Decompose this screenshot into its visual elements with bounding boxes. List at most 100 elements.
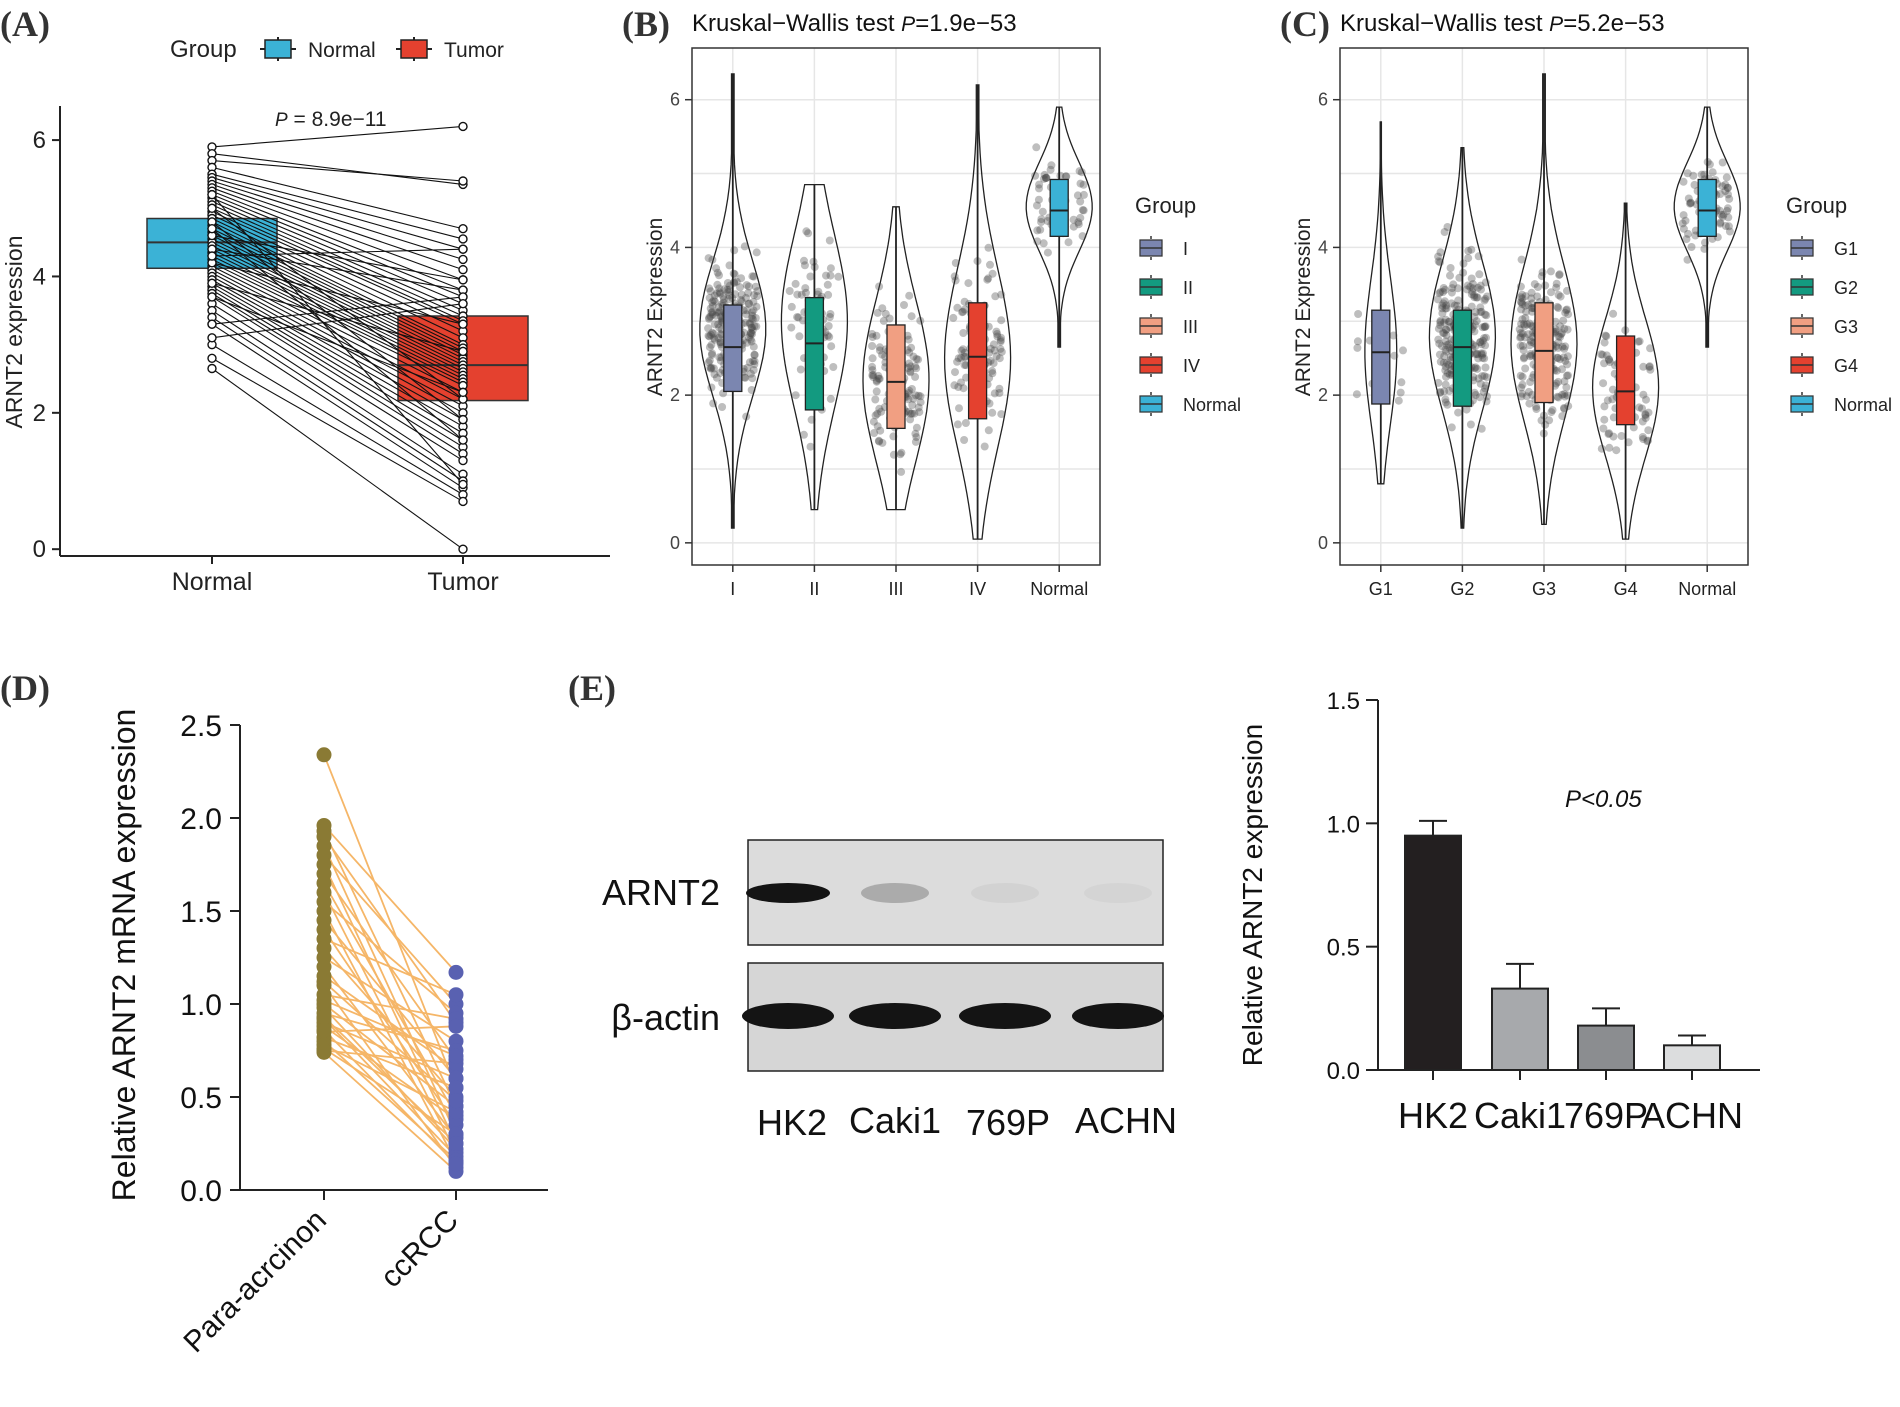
pair-line-d: [323, 993, 457, 1020]
point-b: [906, 409, 915, 418]
point-c: [1644, 426, 1653, 435]
point-b: [710, 334, 719, 343]
point-c: [1681, 216, 1690, 225]
pair-line-d: [323, 1012, 457, 1052]
point-b: [878, 350, 887, 359]
point-b: [874, 374, 883, 383]
point-b: [914, 403, 923, 412]
point-b: [747, 323, 756, 332]
point-b: [712, 264, 721, 273]
pair-line-d: [323, 999, 457, 1057]
point-c: [1554, 377, 1563, 386]
point-b: [800, 261, 809, 270]
pair-line-d: [323, 1047, 457, 1135]
point-b: [868, 371, 877, 380]
bar-caki1: [1491, 987, 1549, 1071]
pair-line-d: [323, 981, 457, 1102]
point-b: [715, 323, 724, 332]
point-b: [878, 438, 887, 447]
point-c: [1473, 350, 1482, 359]
point-c: [1440, 352, 1449, 361]
blot-lane-label-769p: 769P: [966, 1102, 1050, 1143]
point-b: [997, 410, 1006, 419]
point-c: [1353, 337, 1362, 346]
point-b: [907, 343, 916, 352]
point-c: [1477, 307, 1486, 316]
point-c: [1352, 390, 1361, 399]
point-b: [706, 364, 715, 373]
pair-line-a: [211, 262, 464, 387]
point-c: [1527, 288, 1536, 297]
point-c: [1530, 280, 1539, 289]
point-b: [993, 332, 1002, 341]
point-c: [1562, 306, 1571, 315]
point-b: [813, 290, 822, 299]
point-c: [1554, 304, 1563, 312]
point-b: [990, 389, 999, 398]
point-c: [1436, 388, 1444, 397]
point-b: [906, 367, 915, 376]
point-b: [823, 331, 832, 340]
legend-title-a: Group: [170, 36, 237, 63]
point-c: [1517, 298, 1526, 307]
point-b: [826, 394, 835, 403]
point-b: [1035, 180, 1044, 189]
point-c: [1516, 282, 1525, 291]
point-c: [1528, 307, 1537, 316]
pair-line-a: [211, 316, 464, 482]
point-b: [1076, 179, 1085, 188]
pair-line-a: [211, 177, 464, 250]
point-c: [1560, 392, 1569, 401]
point-tumor-a: [458, 387, 468, 398]
point-c: [1477, 350, 1486, 359]
point-c: [1445, 386, 1454, 395]
point-c: [1454, 296, 1463, 305]
point-b: [834, 272, 843, 281]
point-c: [1470, 293, 1479, 302]
pair-line-a: [211, 228, 464, 352]
point-b: [1032, 143, 1041, 152]
point-c: [1599, 379, 1608, 388]
panel-label-a: (A): [0, 4, 50, 44]
point-c: [1475, 270, 1484, 279]
point-c: [1481, 341, 1490, 350]
point-b: [1062, 172, 1071, 181]
point-c: [1442, 341, 1451, 349]
point-c: [1436, 258, 1444, 267]
point-b: [713, 268, 722, 277]
x-tick-label-c: Normal: [1678, 579, 1736, 599]
point-c: [1608, 395, 1617, 404]
point-c: [1436, 248, 1445, 257]
pair-line-a: [211, 357, 464, 502]
point-b: [1075, 167, 1084, 176]
point-c: [1466, 420, 1475, 429]
point-c: [1443, 369, 1452, 378]
point-b: [912, 433, 921, 442]
x-tick-label-ccrcc: ccRCC: [374, 1204, 465, 1295]
point-b: [716, 356, 725, 365]
point-c: [1646, 365, 1655, 374]
point-b: [747, 323, 756, 332]
point-b: [1040, 170, 1049, 179]
point-c: [1517, 383, 1526, 392]
point-b: [742, 412, 751, 421]
point-c: [1609, 413, 1618, 422]
point-b: [742, 293, 750, 302]
point-b: [1033, 237, 1042, 246]
point-c: [1553, 302, 1562, 311]
panel-label-e: (E): [568, 668, 616, 708]
point-c: [1638, 417, 1647, 426]
point-c: [1390, 351, 1399, 360]
point-b: [715, 353, 724, 362]
point-b: [950, 272, 959, 281]
point-b: [873, 409, 882, 418]
point-b: [1043, 248, 1052, 257]
point-c: [1481, 363, 1490, 372]
x-tick-label-c: G2: [1450, 579, 1474, 599]
blot-band-beta-actin: [959, 1003, 1051, 1029]
point-c: [1560, 324, 1569, 333]
point-b: [915, 408, 924, 417]
point-tumor-a: [458, 275, 468, 285]
point-c: [1354, 310, 1363, 318]
